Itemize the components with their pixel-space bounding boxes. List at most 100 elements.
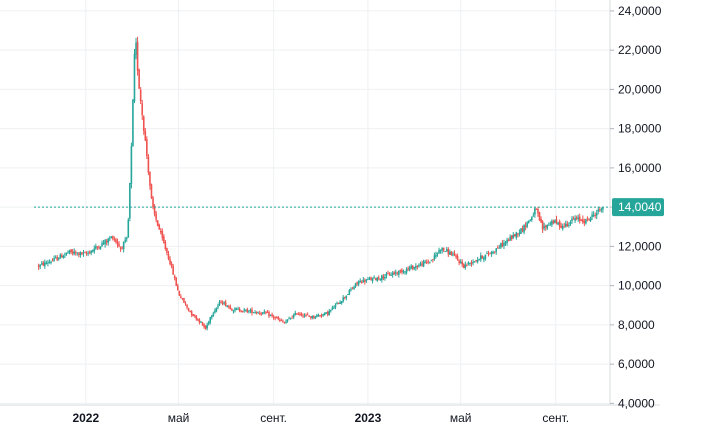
candle xyxy=(427,259,430,265)
candle xyxy=(479,252,482,262)
candle-body xyxy=(351,288,354,290)
candle-body xyxy=(495,248,498,252)
candle-body xyxy=(478,258,481,260)
candle xyxy=(316,313,318,318)
candle xyxy=(243,307,246,313)
y-tick-label: 12,0000 xyxy=(618,239,662,253)
candle-body xyxy=(396,272,399,274)
candle xyxy=(280,318,283,322)
candle xyxy=(464,261,467,270)
candle xyxy=(517,233,519,238)
candle-body xyxy=(416,266,419,267)
candle xyxy=(91,249,94,253)
candle-body xyxy=(453,253,456,255)
candle-body xyxy=(158,224,161,230)
candle-body xyxy=(535,208,538,210)
candle xyxy=(373,275,375,279)
candle-body xyxy=(81,252,83,255)
candle xyxy=(509,234,511,242)
x-tick-label: 2023 xyxy=(355,411,382,425)
candle xyxy=(207,320,210,326)
candle-body xyxy=(507,239,510,242)
candle-body xyxy=(269,315,272,317)
candle xyxy=(518,229,521,237)
candle xyxy=(467,261,470,266)
candle xyxy=(96,246,99,250)
candle xyxy=(158,223,161,230)
candle xyxy=(181,297,184,301)
candle-body xyxy=(96,246,99,248)
candle-body xyxy=(439,250,442,252)
candle-body xyxy=(493,251,496,253)
candle-body xyxy=(320,314,323,316)
candle-body xyxy=(224,302,227,307)
candle xyxy=(136,36,139,76)
candle xyxy=(393,270,396,276)
candle-body xyxy=(470,261,473,264)
candle xyxy=(524,222,527,231)
candle xyxy=(269,314,272,317)
candle-body xyxy=(265,312,267,314)
candle xyxy=(288,316,290,320)
candle xyxy=(176,283,179,291)
candle xyxy=(257,311,259,314)
candle-body xyxy=(374,278,377,280)
candle xyxy=(139,87,142,105)
candle xyxy=(56,255,58,262)
candle-body xyxy=(515,232,518,238)
candle xyxy=(133,49,136,103)
candle-body xyxy=(387,273,389,274)
candle-body xyxy=(198,319,201,323)
candle xyxy=(459,259,462,264)
candle-body xyxy=(187,308,190,311)
candle-body xyxy=(501,243,504,247)
candle xyxy=(342,295,344,303)
candle-body xyxy=(272,316,275,318)
candle xyxy=(552,219,555,225)
candle xyxy=(331,305,334,311)
candle xyxy=(568,222,570,228)
candle xyxy=(322,313,324,317)
candle xyxy=(554,219,556,224)
candle xyxy=(271,312,273,318)
candle xyxy=(546,224,549,231)
candle-body xyxy=(277,317,280,320)
candle-body xyxy=(481,255,484,259)
candle-body xyxy=(218,301,221,306)
candle xyxy=(153,204,156,217)
candle xyxy=(334,303,337,310)
candle xyxy=(599,207,601,212)
candle-body xyxy=(183,297,185,303)
candle xyxy=(498,244,501,249)
candle-body xyxy=(554,219,556,223)
candle-body xyxy=(503,242,505,246)
candle xyxy=(166,247,168,256)
candle-body xyxy=(297,313,300,315)
candle-body xyxy=(61,255,63,258)
candle xyxy=(40,261,43,266)
candle-body xyxy=(563,226,566,228)
candle-body xyxy=(98,247,100,249)
candle-body xyxy=(116,241,119,245)
candle-body xyxy=(334,304,337,308)
candle-body xyxy=(91,250,94,252)
candle-body xyxy=(308,316,310,317)
candle-body xyxy=(169,259,171,264)
candle xyxy=(138,68,140,90)
candle xyxy=(430,259,433,262)
candle xyxy=(350,287,352,292)
candle-body xyxy=(538,212,541,221)
candle xyxy=(458,259,460,266)
candle-body xyxy=(381,275,383,281)
candle-body xyxy=(93,248,96,252)
candle xyxy=(223,301,225,306)
candle-body xyxy=(163,236,165,244)
candle-body xyxy=(122,242,125,250)
candle xyxy=(73,248,75,256)
candle-body xyxy=(574,218,576,221)
candle xyxy=(224,299,227,307)
candle-body xyxy=(572,218,575,220)
candle xyxy=(142,115,145,135)
candle-body xyxy=(498,247,501,249)
